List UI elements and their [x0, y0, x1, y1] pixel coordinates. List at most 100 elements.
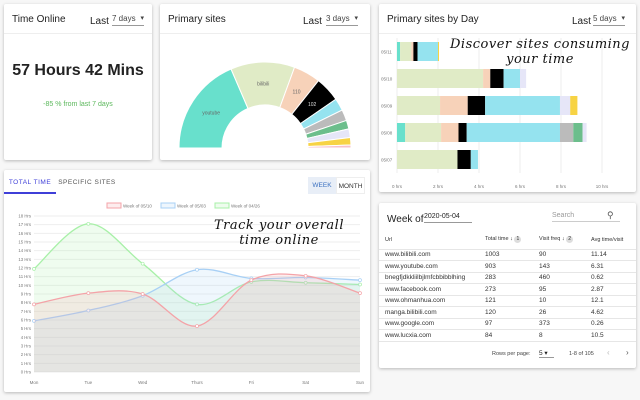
x-tick-label: 10 hrs — [596, 184, 609, 189]
table-cell: 90 — [533, 249, 585, 261]
bar-segment — [405, 123, 442, 142]
rows-per-page-select[interactable]: 5 ▾ — [539, 349, 554, 358]
trend-card: TOTAL TIME SPECIFIC SITES WEEK MONTH 0 H… — [4, 170, 370, 392]
data-point — [358, 282, 362, 287]
table-cell: 11.14 — [585, 249, 636, 261]
table-cell: 0.62 — [585, 272, 636, 284]
search-input[interactable]: Search — [552, 212, 620, 222]
table-row[interactable]: www.youtube.com 903 143 6.31 — [379, 260, 636, 273]
bar-segment — [573, 123, 583, 142]
primary-sites-card: Primary sites Last 3 days youtube bilibil… — [160, 4, 370, 160]
y-tick-label: 6 Hrs — [21, 318, 31, 323]
bar-segment — [485, 96, 560, 115]
bar-segment — [520, 69, 527, 88]
sites-by-day-card: Primary sites by Day Last 5 days 0 hrs 2 … — [379, 4, 636, 192]
bar-segment — [582, 123, 587, 142]
table-row[interactable]: www.google.com 97 373 0.26 — [379, 318, 636, 330]
change-text: -85 % from last 7 days — [43, 101, 113, 108]
col-url[interactable]: Url — [379, 231, 479, 250]
table-cell: 120 — [479, 306, 533, 319]
last-label: Last — [90, 16, 109, 27]
table-cell: 1003 — [479, 249, 533, 261]
bar-segment — [417, 42, 438, 61]
table-cell: 121 — [479, 295, 533, 307]
y-tick-label: 05/09 — [381, 104, 393, 109]
next-page-icon[interactable]: › — [626, 348, 629, 357]
y-tick-label: 13 Hrs — [18, 257, 31, 262]
data-point — [86, 291, 91, 295]
table-row[interactable]: www.ohmanhua.com 121 10 12.1 — [379, 295, 636, 307]
y-tick-label: 9 Hrs — [21, 292, 31, 297]
col-visit-freq[interactable]: Visit freq ↓ 2 — [533, 231, 585, 250]
bar-segment — [441, 123, 459, 142]
col-total-time[interactable]: Total time ↓ 1 — [479, 231, 533, 250]
table-cell: 283 — [479, 272, 533, 284]
week-toggle[interactable]: WEEK — [308, 177, 336, 194]
data-point — [32, 267, 36, 271]
table-cell: 26 — [533, 306, 585, 319]
series-area — [34, 273, 360, 372]
card-title: Primary sites by Day — [387, 14, 479, 25]
x-tick-label: Tue — [85, 380, 93, 385]
slice-9 — [307, 144, 352, 149]
prev-page-icon[interactable]: ‹ — [607, 348, 610, 357]
y-tick-label: 4 Hrs — [21, 335, 31, 340]
table-cell: 460 — [533, 272, 585, 284]
bar-segment — [457, 150, 471, 169]
y-tick-label: 05/10 — [381, 77, 393, 82]
x-tick-label: 0 hrs — [392, 184, 403, 189]
table-row[interactable]: www.bilibili.com 1003 90 11.14 — [379, 249, 636, 261]
table-cell: 903 — [479, 260, 533, 273]
bar-segment — [413, 42, 418, 61]
y-tick-label: 5 Hrs — [21, 326, 31, 331]
table-cell: bnegfjdkkliilbjlmfcbbibblhing — [379, 272, 479, 284]
tab-total-time[interactable]: TOTAL TIME — [4, 170, 56, 194]
series-area — [34, 269, 360, 372]
table-cell: 373 — [533, 318, 585, 330]
table-cell: 4.62 — [585, 306, 636, 319]
table-row[interactable]: www.facebook.com 273 95 2.87 — [379, 283, 636, 296]
data-point — [86, 221, 91, 226]
week-date-input[interactable]: 2020-05-04 — [424, 213, 472, 223]
y-tick-label: 3 Hrs — [21, 344, 31, 349]
range-select[interactable]: 3 days — [326, 14, 358, 26]
x-tick-label: Fri — [249, 380, 254, 385]
x-tick-label: Wed — [138, 380, 148, 385]
table-cell: www.facebook.com — [379, 283, 479, 296]
slice-label: bilibili — [257, 82, 269, 88]
y-tick-label: 05/11 — [381, 50, 392, 55]
primary-sites-chart: youtube bilibili 110 102 — [178, 61, 352, 149]
bar-segment — [467, 96, 486, 115]
x-tick-label: Mon — [30, 380, 39, 385]
month-toggle[interactable]: MONTH — [336, 177, 365, 194]
col-avg-time[interactable]: Avg time/visit — [585, 231, 636, 250]
table-cell: 10.5 — [585, 329, 636, 342]
y-tick-label: 18 Hrs — [18, 214, 31, 219]
bar-segment — [559, 96, 571, 115]
range-select[interactable]: 7 days — [112, 14, 144, 26]
table-cell: 2.87 — [585, 283, 636, 296]
table-cell: 95 — [533, 283, 585, 296]
annotation: Track your overall time online — [214, 218, 344, 248]
range-select[interactable]: 5 days — [593, 14, 625, 26]
data-point — [195, 267, 199, 272]
sites-table: Url Total time ↓ 1 Visit freq ↓ 2 Avg ti… — [379, 231, 636, 342]
bar-segment — [397, 150, 458, 169]
table-row[interactable]: bnegfjdkkliilbjlmfcbbibblhing 283 460 0.62 — [379, 272, 636, 284]
search-icon[interactable]: ⚲ — [607, 210, 614, 220]
x-tick-label: 2 hrs — [433, 184, 444, 189]
bar-segment — [400, 42, 412, 61]
data-point — [195, 302, 199, 307]
y-tick-label: 14 Hrs — [18, 248, 31, 253]
tab-specific-sites[interactable]: SPECIFIC SITES — [58, 179, 116, 186]
card-title: Primary sites — [168, 14, 226, 25]
bar-segment — [411, 42, 414, 61]
table-row[interactable]: www.lucxia.com 84 8 10.5 — [379, 329, 636, 342]
pagination-range: 1-8 of 105 — [569, 351, 594, 357]
table-row[interactable]: manga.bilibili.com 120 26 4.62 — [379, 306, 636, 319]
table-cell: 84 — [479, 329, 533, 342]
rows-per-page-label: Rows per page: — [492, 351, 531, 357]
y-tick-label: 05/08 — [381, 131, 393, 136]
bar-segment — [503, 69, 520, 88]
table-cell: 143 — [533, 260, 585, 273]
